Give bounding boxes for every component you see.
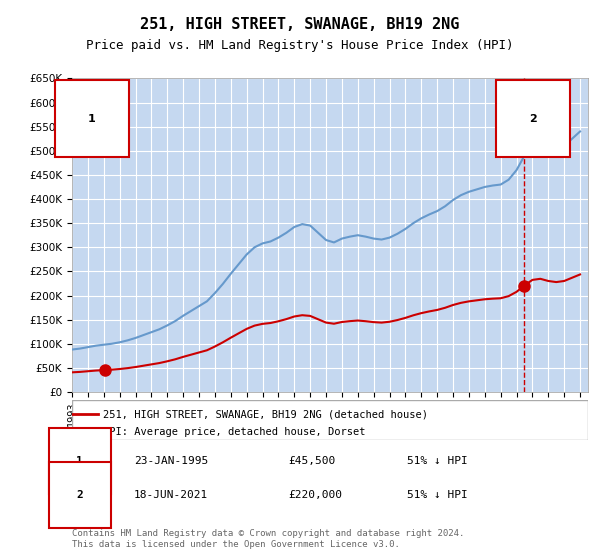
Text: HPI: Average price, detached house, Dorset: HPI: Average price, detached house, Dors… (103, 427, 365, 437)
FancyBboxPatch shape (72, 400, 588, 440)
Text: 51% ↓ HPI: 51% ↓ HPI (407, 490, 468, 500)
Text: 18-JUN-2021: 18-JUN-2021 (134, 490, 208, 500)
Text: 251, HIGH STREET, SWANAGE, BH19 2NG: 251, HIGH STREET, SWANAGE, BH19 2NG (140, 17, 460, 32)
Text: 23-JAN-1995: 23-JAN-1995 (134, 456, 208, 466)
Text: Price paid vs. HM Land Registry's House Price Index (HPI): Price paid vs. HM Land Registry's House … (86, 39, 514, 52)
Text: 1: 1 (88, 114, 95, 124)
Text: 1: 1 (76, 456, 83, 466)
Text: 251, HIGH STREET, SWANAGE, BH19 2NG (detached house): 251, HIGH STREET, SWANAGE, BH19 2NG (det… (103, 409, 428, 419)
Text: £45,500: £45,500 (289, 456, 336, 466)
Text: £220,000: £220,000 (289, 490, 343, 500)
Text: 51% ↓ HPI: 51% ↓ HPI (407, 456, 468, 466)
Text: 2: 2 (529, 114, 537, 124)
Text: 2: 2 (76, 490, 83, 500)
Text: Contains HM Land Registry data © Crown copyright and database right 2024.
This d: Contains HM Land Registry data © Crown c… (72, 529, 464, 549)
